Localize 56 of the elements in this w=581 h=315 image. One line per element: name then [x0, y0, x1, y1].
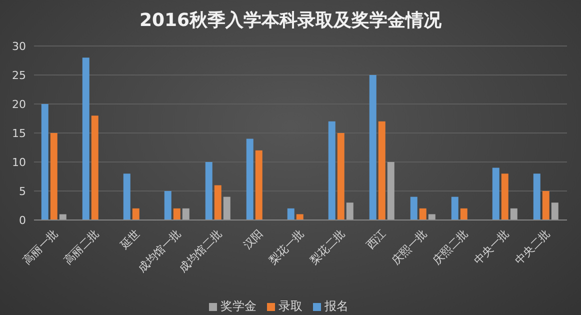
bar [533, 174, 540, 220]
bar [91, 116, 98, 220]
x-tick-label: 汉阳 [240, 226, 266, 252]
bar [419, 208, 426, 220]
bar [328, 121, 336, 220]
chart-title: 2016秋季入学本科录取及奖学金情况 [138, 9, 443, 33]
bar [255, 150, 262, 220]
bar [173, 208, 180, 220]
bar [410, 196, 418, 220]
y-tick-label: 15 [12, 126, 26, 140]
bar [41, 104, 48, 220]
bar [296, 214, 304, 220]
x-tick-label: 西江 [364, 226, 389, 252]
bar [510, 208, 518, 220]
bar [164, 191, 172, 220]
bar [50, 133, 58, 220]
bar [451, 196, 458, 220]
bar [223, 196, 230, 220]
x-tick-label: 高丽二批 [61, 226, 102, 268]
legend-label: 报名 [324, 299, 348, 313]
bar [542, 191, 550, 220]
x-tick-label: 庆熙二批 [430, 226, 471, 268]
y-tick-label: 0 [19, 214, 26, 227]
bar [205, 162, 212, 220]
x-tick-label: 延世 [117, 226, 143, 252]
bar [214, 185, 222, 220]
x-tick-label: 庆熙一批 [389, 226, 430, 268]
x-tick-label: 高丽一批 [20, 226, 61, 268]
y-tick-label: 5 [19, 184, 26, 198]
x-tick-label: 中央一批 [471, 226, 512, 268]
bar [337, 133, 344, 220]
bar [387, 162, 394, 220]
bar [246, 138, 254, 220]
y-tick-label: 10 [12, 156, 26, 169]
bar [378, 121, 386, 220]
bar [287, 208, 294, 220]
legend-label: 录取 [278, 299, 302, 313]
bar [460, 208, 468, 220]
bar [428, 214, 436, 220]
y-tick-label: 25 [12, 68, 26, 82]
bar [82, 58, 90, 220]
x-tick-label: 梨花二批 [307, 226, 348, 268]
bar [369, 75, 376, 220]
y-tick-label: 30 [12, 40, 26, 53]
bar [59, 214, 66, 220]
y-tick-label: 20 [12, 98, 26, 111]
bar [182, 208, 190, 220]
x-tick-label: 中央二批 [512, 226, 553, 268]
bar [123, 174, 130, 220]
legend-label: 奖学金 [220, 299, 256, 313]
bar [132, 208, 140, 220]
x-tick-label: 梨花一批 [266, 226, 307, 268]
bar [551, 202, 558, 220]
bar [501, 174, 508, 220]
bar [346, 202, 354, 220]
bar [492, 168, 500, 220]
